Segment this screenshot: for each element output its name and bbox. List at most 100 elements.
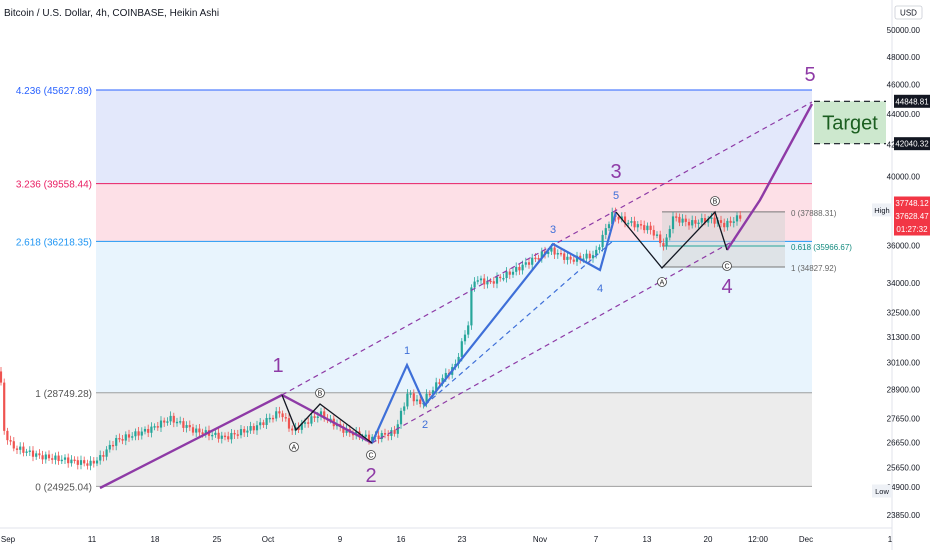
candle bbox=[675, 212, 678, 222]
candle bbox=[710, 213, 713, 224]
svg-text:A: A bbox=[660, 280, 665, 287]
time-tick: 9 bbox=[338, 535, 343, 544]
candle bbox=[86, 459, 89, 470]
candle bbox=[54, 452, 57, 465]
candle bbox=[591, 250, 595, 263]
primary-wave-path-b bbox=[725, 103, 814, 251]
price-tick: 25650.00 bbox=[887, 464, 921, 473]
candle bbox=[713, 213, 716, 228]
candle bbox=[630, 217, 633, 227]
price-tick: 23850.00 bbox=[887, 511, 921, 520]
candle bbox=[115, 434, 118, 451]
price-tick: 24900.00 bbox=[887, 483, 921, 492]
candle bbox=[166, 417, 169, 426]
candle bbox=[531, 253, 534, 270]
candle bbox=[102, 451, 105, 462]
candle bbox=[236, 429, 239, 439]
candle bbox=[220, 431, 223, 444]
primary-wave-label-4: 4 bbox=[721, 276, 732, 298]
candle bbox=[649, 221, 652, 235]
price-tick: 46000.00 bbox=[887, 81, 921, 90]
corrective-label-A: A bbox=[289, 442, 299, 452]
candle bbox=[284, 413, 287, 422]
svg-text:C: C bbox=[368, 453, 373, 460]
candle bbox=[287, 413, 291, 432]
candle bbox=[188, 420, 191, 432]
candle bbox=[159, 416, 163, 433]
candle bbox=[735, 212, 739, 226]
candle bbox=[646, 222, 649, 234]
candle bbox=[99, 450, 102, 465]
candle bbox=[291, 425, 294, 435]
price-tick: 31300.00 bbox=[887, 333, 921, 342]
candle bbox=[515, 262, 518, 276]
candle bbox=[527, 259, 531, 269]
candle bbox=[214, 429, 217, 438]
candle bbox=[153, 423, 156, 431]
candle bbox=[268, 413, 271, 423]
candle bbox=[310, 412, 313, 427]
primary-wave-label-2: 2 bbox=[365, 465, 376, 487]
time-tick: 7 bbox=[594, 535, 599, 544]
candle bbox=[73, 456, 76, 464]
candle bbox=[601, 230, 604, 252]
fib-label-1: 3.236 (39558.44) bbox=[16, 180, 92, 191]
candle bbox=[67, 453, 70, 468]
primary-wave-label-3: 3 bbox=[610, 161, 621, 183]
candle bbox=[684, 214, 687, 227]
box-fib-label-2: 1 (34827.92) bbox=[791, 264, 837, 273]
candle bbox=[300, 419, 303, 434]
candle bbox=[390, 427, 393, 441]
candle bbox=[6, 427, 9, 445]
candle bbox=[636, 221, 639, 232]
candle bbox=[678, 213, 681, 227]
candle bbox=[249, 421, 252, 434]
candle bbox=[19, 442, 22, 455]
candle bbox=[281, 410, 284, 422]
price-tick: 48000.00 bbox=[887, 53, 921, 62]
candle bbox=[697, 219, 700, 229]
candle bbox=[659, 230, 662, 248]
sub-wave-label-1: 1 bbox=[404, 345, 410, 357]
corrective-label-A: A bbox=[657, 277, 667, 287]
candle bbox=[127, 429, 131, 442]
candle bbox=[419, 396, 422, 408]
svg-text:High: High bbox=[874, 206, 889, 215]
candle bbox=[604, 223, 607, 240]
candle bbox=[259, 418, 262, 430]
candle bbox=[89, 456, 92, 471]
candle bbox=[719, 215, 723, 228]
candle bbox=[726, 218, 729, 231]
candle bbox=[492, 276, 495, 288]
candle bbox=[35, 450, 38, 460]
candle bbox=[511, 267, 515, 278]
candle bbox=[0, 366, 3, 386]
svg-text:Low: Low bbox=[875, 487, 889, 496]
candle bbox=[41, 450, 44, 464]
candle bbox=[569, 253, 572, 264]
price-tick: 34000.00 bbox=[887, 279, 921, 288]
candle bbox=[156, 421, 159, 431]
candle bbox=[393, 425, 396, 437]
candle bbox=[495, 272, 499, 289]
candle bbox=[140, 427, 143, 440]
candle bbox=[380, 430, 383, 443]
candle bbox=[662, 238, 665, 251]
price-tick: 30100.00 bbox=[887, 359, 921, 368]
candle bbox=[233, 429, 236, 439]
candle bbox=[323, 407, 326, 422]
svg-text:44848.81: 44848.81 bbox=[895, 97, 929, 106]
candle bbox=[457, 353, 460, 369]
price-axis bbox=[892, 0, 932, 550]
candle bbox=[307, 417, 310, 428]
candle bbox=[559, 249, 563, 257]
candle bbox=[732, 217, 735, 228]
candle bbox=[668, 225, 671, 241]
time-tick: 16 bbox=[397, 535, 406, 544]
low-tag: Low bbox=[872, 484, 892, 498]
price-tick: 32500.00 bbox=[887, 308, 921, 317]
candle bbox=[217, 428, 220, 443]
corrective-label-B: B bbox=[710, 196, 720, 206]
